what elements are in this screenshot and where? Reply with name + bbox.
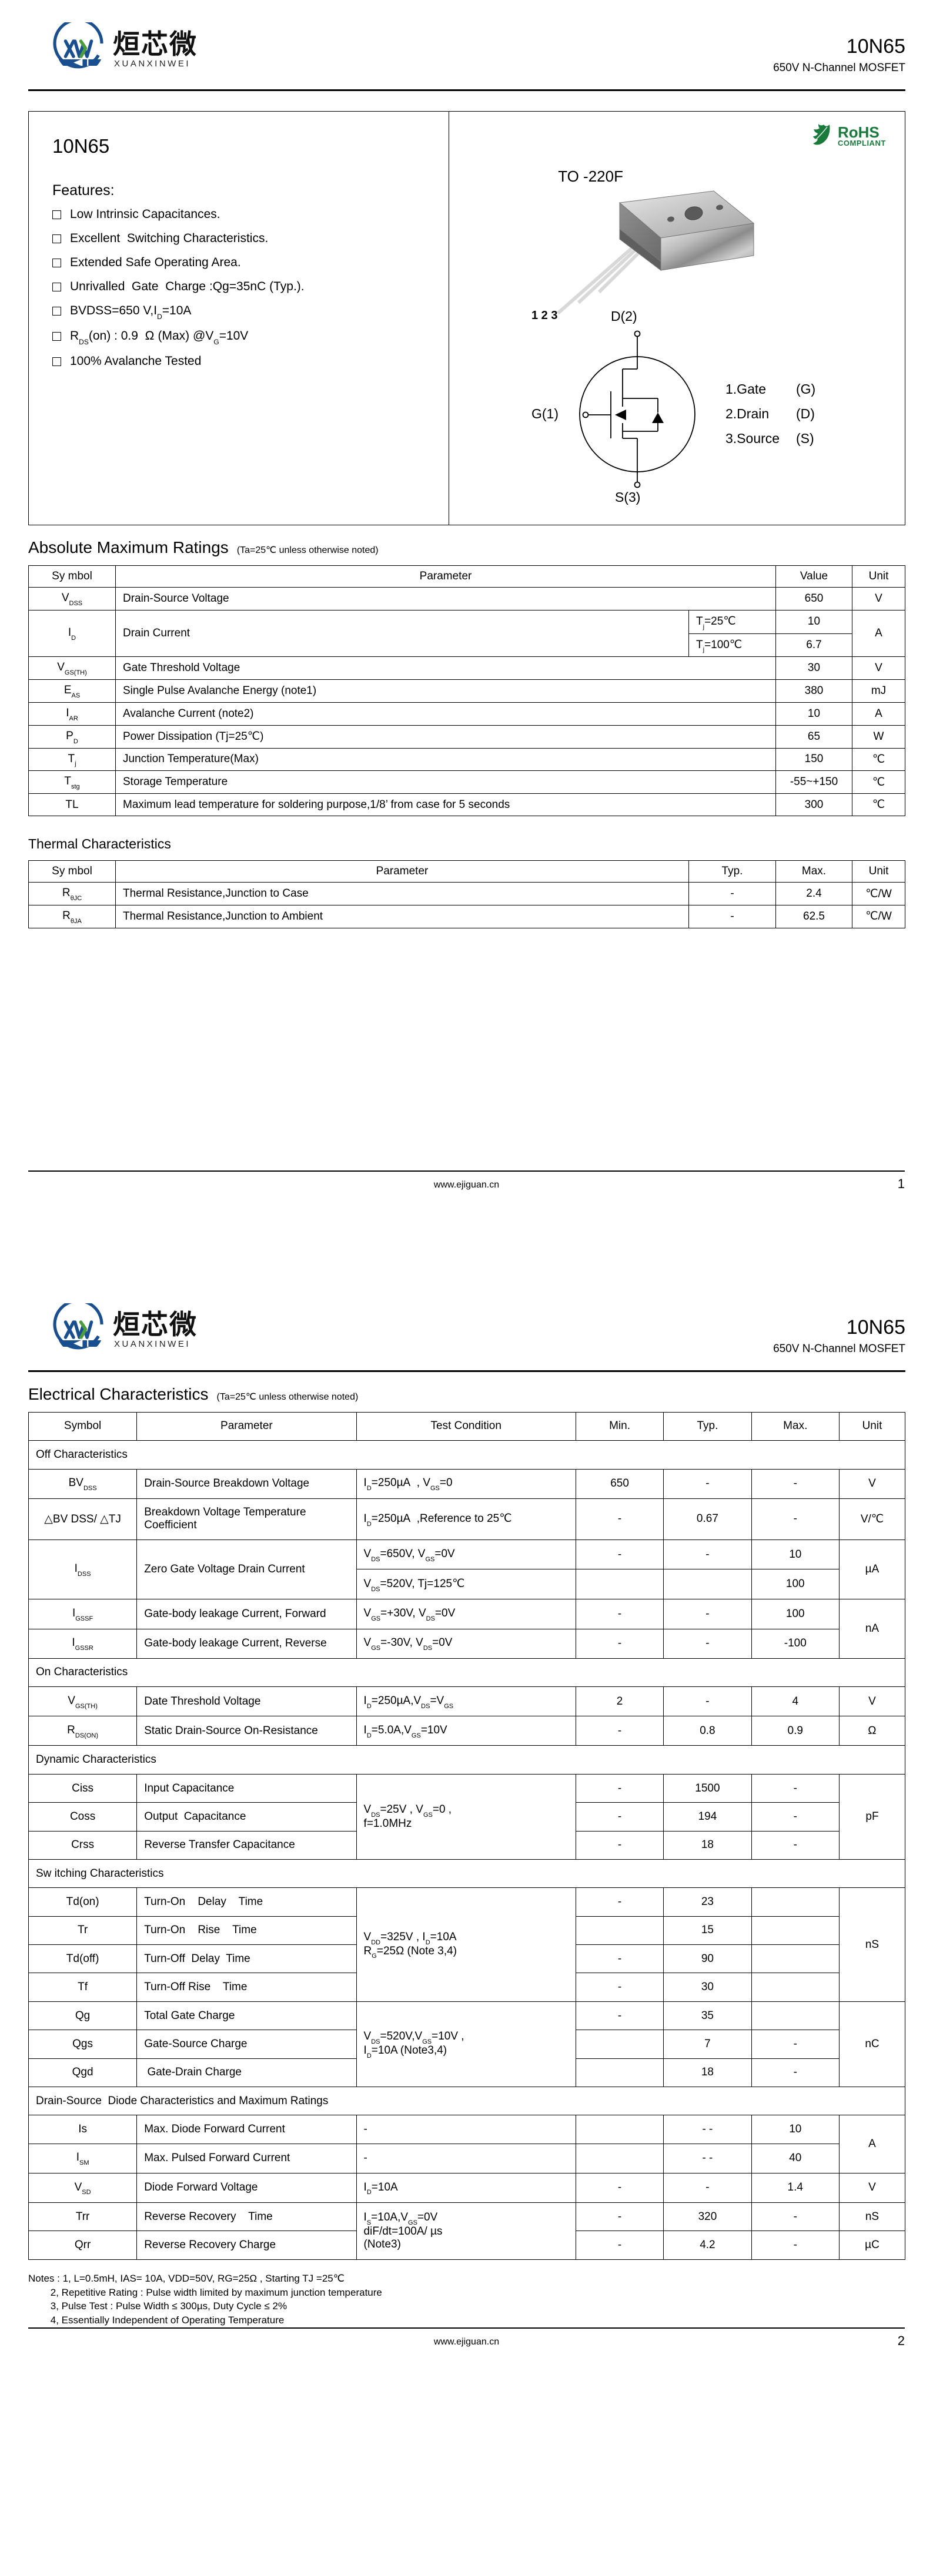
svg-text:COMPLIANT: COMPLIANT xyxy=(838,139,886,147)
svg-text:3.Source: 3.Source xyxy=(725,431,780,446)
svg-text:(D): (D) xyxy=(796,406,815,421)
svg-text:S(3): S(3) xyxy=(615,489,640,505)
svg-text:(G): (G) xyxy=(796,381,815,397)
svg-text:G(1): G(1) xyxy=(531,406,559,421)
svg-text:(S): (S) xyxy=(796,431,814,446)
svg-text:2.Drain: 2.Drain xyxy=(725,406,769,421)
svg-text:D(2): D(2) xyxy=(611,308,637,324)
svg-text:1.Gate: 1.Gate xyxy=(725,381,766,397)
